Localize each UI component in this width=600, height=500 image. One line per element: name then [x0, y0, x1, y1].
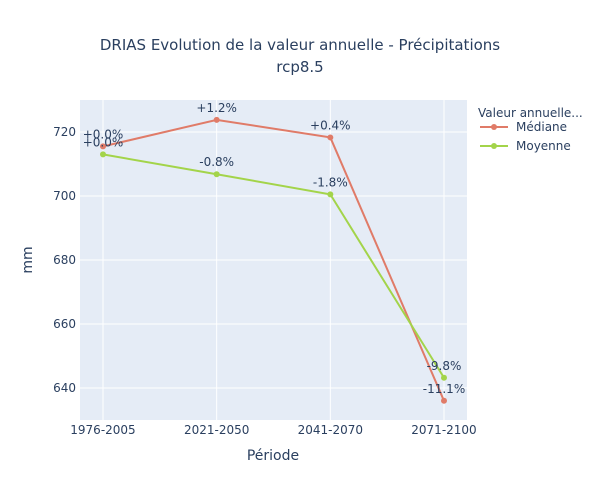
- series-lines: [102, 118, 445, 402]
- x-tick-label: 2021-2050: [184, 423, 249, 437]
- series-line-1: [102, 118, 445, 402]
- chart-title: DRIAS Evolution de la valeur annuelle - …: [100, 36, 500, 54]
- data-point[interactable]: [327, 191, 334, 198]
- data-point[interactable]: [213, 116, 220, 123]
- data-point[interactable]: [327, 134, 334, 141]
- data-point[interactable]: [100, 151, 106, 158]
- x-tick-label: 2041-2070: [298, 423, 363, 437]
- y-tick-label: 680: [53, 253, 76, 267]
- gridlines: [80, 100, 467, 420]
- y-tick-label: 700: [53, 189, 76, 203]
- data-label: -11.1%: [423, 382, 465, 396]
- y-axis-ticks: 640 660 680 700 720: [53, 125, 76, 395]
- data-labels: +0.0% +1.2% +0.4% -11.1% +0.0% -0.8% -1.8% -9.8…: [83, 101, 466, 396]
- y-axis-title: mm: [20, 246, 36, 273]
- legend[interactable]: Valeur annuelle... Médiane Moyenne: [478, 106, 583, 153]
- data-point[interactable]: [213, 171, 220, 178]
- data-label: +0.4%: [310, 118, 351, 132]
- legend-swatch-marker: [491, 143, 497, 149]
- y-tick-label: 660: [53, 317, 76, 331]
- data-label: +1.2%: [196, 101, 237, 115]
- data-label: +0.0%: [83, 127, 124, 141]
- data-point[interactable]: [441, 397, 447, 404]
- data-label: -1.8%: [313, 175, 348, 189]
- legend-label: Médiane: [516, 120, 567, 134]
- legend-item-1[interactable]: Médiane: [480, 120, 567, 134]
- legend-label: Moyenne: [516, 139, 571, 153]
- x-axis-ticks: 1976-2005 2021-2050 2041-2070 2071-2100: [70, 423, 476, 437]
- chart-title-line2: rcp8.5: [276, 58, 323, 76]
- data-label: -0.8%: [199, 155, 234, 169]
- legend-item-2[interactable]: Moyenne: [480, 139, 571, 153]
- x-tick-label: 2071-2100: [411, 423, 476, 437]
- y-tick-label: 720: [53, 125, 76, 139]
- data-point[interactable]: [100, 143, 106, 150]
- legend-swatch-marker: [491, 124, 497, 130]
- series-points: [100, 116, 447, 404]
- data-point[interactable]: [441, 374, 447, 381]
- data-label: +0.0%: [83, 135, 124, 149]
- y-tick-label: 640: [53, 381, 76, 395]
- data-label: -9.8%: [427, 359, 462, 373]
- x-tick-label: 1976-2005: [70, 423, 135, 437]
- series-line-2: [102, 153, 445, 379]
- x-axis-title: Période: [247, 448, 299, 464]
- legend-title: Valeur annuelle...: [478, 106, 583, 120]
